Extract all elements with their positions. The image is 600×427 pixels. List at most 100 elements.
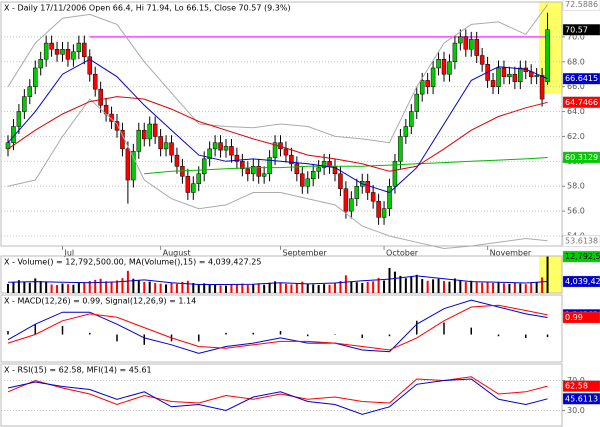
candle-body bbox=[403, 126, 409, 137]
candle-body bbox=[370, 192, 376, 202]
volume-bar bbox=[339, 281, 342, 293]
histogram-bar bbox=[443, 322, 445, 335]
histogram-bar bbox=[61, 325, 64, 335]
histogram-bar bbox=[307, 334, 309, 337]
candle-body bbox=[76, 42, 82, 53]
indicator-line bbox=[7, 96, 548, 172]
candle-body bbox=[376, 200, 381, 218]
candle-body bbox=[305, 178, 310, 187]
volume-bar bbox=[88, 281, 91, 293]
volume-bar bbox=[246, 285, 249, 293]
volume-bar bbox=[453, 278, 456, 293]
volume-bar bbox=[175, 283, 178, 293]
x-tick-label: August bbox=[163, 249, 191, 258]
value-tag-label: 53.6138 bbox=[565, 236, 598, 245]
volume-bar bbox=[306, 283, 309, 293]
volume-bar bbox=[45, 281, 48, 293]
volume-bar bbox=[257, 283, 260, 293]
candle-body bbox=[16, 111, 22, 127]
candle-body bbox=[196, 173, 201, 185]
candle-body bbox=[33, 67, 38, 87]
volume-bar bbox=[132, 278, 135, 293]
volume-bar bbox=[502, 283, 505, 293]
y-tick-label: 30.0 bbox=[567, 406, 585, 415]
volume-bar bbox=[263, 284, 266, 293]
value-tag-label: 45.6113 bbox=[565, 394, 598, 403]
candle-body bbox=[354, 185, 360, 199]
volume-bar bbox=[334, 283, 336, 293]
candle-body bbox=[245, 168, 251, 175]
volume-bar bbox=[225, 285, 227, 293]
candle-body bbox=[131, 151, 136, 181]
value-tag-label: 72.5886 bbox=[565, 0, 598, 9]
candle-body bbox=[479, 55, 485, 65]
candle-body bbox=[65, 49, 71, 60]
candle-body bbox=[425, 80, 430, 87]
value-tag-label: 12,792,500 bbox=[565, 252, 600, 261]
y-tick-label: 56.0 bbox=[567, 207, 585, 216]
volume-bar bbox=[72, 284, 75, 293]
volume-bar bbox=[12, 282, 15, 293]
volume-bar bbox=[230, 284, 233, 293]
candle-body bbox=[300, 173, 305, 187]
candle-body bbox=[436, 59, 441, 69]
candle-body bbox=[169, 142, 174, 156]
candle-body bbox=[92, 73, 98, 90]
histogram-bar bbox=[116, 334, 118, 342]
volume-bar bbox=[148, 281, 151, 293]
volume-bar bbox=[66, 284, 69, 293]
volume-bar bbox=[524, 284, 527, 293]
candle-body bbox=[267, 157, 272, 175]
value-tag-label: 4,039,42 bbox=[565, 277, 600, 286]
candle-body bbox=[163, 142, 169, 150]
histogram-bar bbox=[334, 334, 336, 336]
volume-bar bbox=[50, 284, 53, 293]
histogram-bar bbox=[470, 327, 472, 335]
highlight bbox=[539, 2, 562, 94]
volume-bar bbox=[443, 281, 445, 293]
volume-bar bbox=[393, 271, 396, 293]
indicator-line bbox=[7, 299, 548, 354]
candle-body bbox=[283, 148, 289, 156]
candle-body bbox=[251, 166, 256, 175]
volume-bar bbox=[39, 281, 42, 293]
candle-body bbox=[452, 42, 458, 63]
candle-body bbox=[441, 59, 447, 75]
candle-body bbox=[82, 42, 87, 58]
x-tick-label: October bbox=[386, 249, 419, 258]
volume-bar bbox=[432, 279, 435, 293]
candle-body bbox=[240, 161, 245, 170]
y-tick-label: 58.0 bbox=[567, 182, 585, 191]
volume-bar bbox=[165, 284, 168, 293]
candle-body bbox=[512, 73, 518, 82]
candle-body bbox=[409, 111, 414, 127]
highlight bbox=[539, 256, 562, 293]
indicator-line bbox=[7, 58, 548, 194]
histogram-bar bbox=[252, 332, 254, 335]
candle-body bbox=[392, 161, 398, 187]
volume-bar bbox=[126, 270, 129, 293]
volume-bar bbox=[530, 283, 533, 293]
volume-bar bbox=[312, 284, 315, 293]
volume-bar bbox=[317, 285, 320, 293]
volume-bar bbox=[350, 281, 353, 293]
volume-bar bbox=[214, 284, 217, 293]
histogram-bar bbox=[361, 334, 363, 338]
volume-bar bbox=[399, 275, 402, 293]
volume-bar bbox=[208, 284, 211, 293]
candle-body bbox=[234, 154, 240, 162]
volume-bar bbox=[344, 275, 347, 293]
volume-bar bbox=[235, 284, 238, 293]
candle-body bbox=[71, 51, 76, 60]
value-tag-label: 70.57 bbox=[565, 25, 588, 34]
volume-bar bbox=[159, 283, 162, 293]
candle-body bbox=[158, 136, 163, 150]
candle-body bbox=[534, 75, 539, 77]
volume-bar bbox=[301, 281, 304, 293]
panel-frame bbox=[0, 363, 563, 427]
candle-body bbox=[310, 171, 316, 180]
volume-bar bbox=[426, 280, 429, 293]
volume-bar bbox=[219, 285, 222, 293]
value-tag-label: 62.58 bbox=[565, 382, 588, 391]
candle-body bbox=[316, 167, 321, 172]
